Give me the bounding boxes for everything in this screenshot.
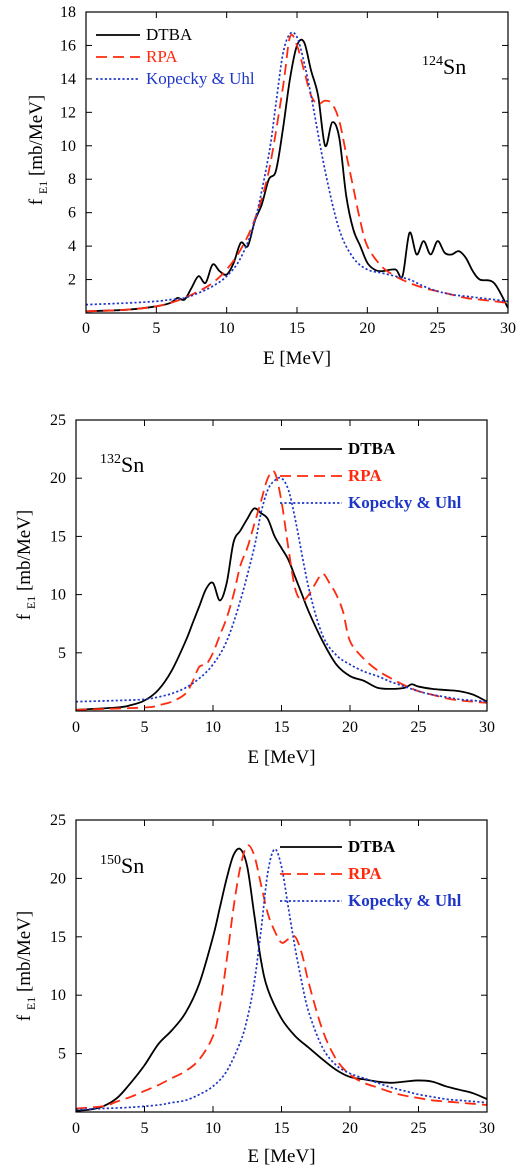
y-tick-label: 14	[60, 71, 76, 88]
series-group	[76, 844, 487, 1112]
x-tick-label: 5	[141, 719, 149, 736]
nucleus-mass-number: 124	[422, 54, 443, 69]
x-tick-label: 30	[500, 320, 516, 337]
nucleus-label: 150Sn	[100, 853, 144, 878]
legend: DTBA RPA Kopecky & Uhl	[280, 837, 462, 910]
y-axis-label-subscript: E1	[24, 596, 38, 609]
y-axis-ticks: 2 4 6 8 10 12 14 16 18	[60, 4, 508, 289]
x-axis-ticks: 0 5 10 15 20 25 30	[82, 12, 516, 337]
series-line-kopecky-uhl	[86, 31, 508, 306]
x-axis-label: E [MeV]	[263, 348, 331, 369]
series-line-kopecky-uhl	[76, 848, 487, 1111]
y-tick-label: 8	[68, 171, 76, 188]
series-line-dtba	[76, 507, 487, 711]
x-tick-label: 15	[274, 1120, 290, 1137]
y-tick-label: 15	[50, 528, 66, 545]
y-tick-label: 4	[68, 238, 76, 255]
y-tick-label: 25	[50, 812, 66, 829]
nucleus-symbol: Sn	[121, 853, 144, 878]
y-axis-label-main: f	[14, 1010, 35, 1021]
x-tick-label: 30	[479, 719, 495, 736]
legend: DTBA RPA Kopecky & Uhl	[96, 25, 255, 88]
nucleus-label: 124Sn	[422, 54, 466, 79]
series-group	[76, 470, 487, 711]
y-tick-label: 6	[68, 205, 76, 222]
y-tick-label: 20	[50, 870, 66, 887]
y-tick-label: 16	[60, 37, 76, 54]
x-tick-label: 25	[430, 320, 446, 337]
y-tick-label: 5	[58, 1046, 66, 1063]
nucleus-label: 132Sn	[100, 452, 144, 477]
y-tick-label: 15	[50, 929, 66, 946]
legend-entry-label: DTBA	[146, 25, 193, 44]
nucleus-symbol: Sn	[443, 54, 466, 79]
legend-entry-label: Kopecky & Uhl	[348, 891, 462, 910]
y-axis-label-subscript: E1	[36, 181, 50, 194]
x-tick-label: 15	[289, 320, 305, 337]
x-axis-label: E [MeV]	[247, 1146, 315, 1167]
legend-entry-label: DTBA	[348, 439, 396, 458]
x-axis-label: E [MeV]	[247, 747, 315, 768]
y-tick-label: 10	[50, 587, 66, 604]
nucleus-mass-number: 150	[100, 853, 121, 868]
y-tick-label: 2	[68, 272, 76, 289]
y-axis-label-unit: [mb/MeV]	[26, 95, 47, 181]
nucleus-symbol: Sn	[121, 452, 144, 477]
series-line-rpa	[76, 470, 487, 711]
legend-entry-label: RPA	[146, 47, 178, 66]
y-axis-label-unit: [mb/MeV]	[14, 911, 35, 997]
x-tick-label: 5	[152, 320, 160, 337]
x-axis-ticks: 0 5 10 15 20 25 30	[72, 420, 495, 736]
chart-panel-132-sn: 0 5 10 15 20 25 30 5 10 15 20 25 E [MeV] f E1 [mb/MeV…	[14, 412, 495, 768]
x-tick-label: 25	[411, 719, 427, 736]
chart-panel-150-sn: 0 5 10 15 20 25 30 5 10 15 20 25 E [MeV] f E1 [mb/MeV…	[14, 812, 495, 1167]
series-group	[86, 31, 508, 313]
chart-panel-124-sn: 0 5 10 15 20 25 30 2 4 6 8 10 12 14 16 18 E [MeV] f E1 [m…	[26, 4, 516, 369]
y-tick-label: 20	[50, 470, 66, 487]
x-tick-label: 5	[141, 1120, 149, 1137]
x-axis-ticks: 0 5 10 15 20 25 30	[72, 820, 495, 1137]
series-line-rpa	[76, 844, 487, 1110]
legend-entry-label: DTBA	[348, 837, 396, 856]
legend-entry-label: Kopecky & Uhl	[348, 493, 462, 512]
legend-entry-label: RPA	[348, 466, 382, 485]
series-line-kopecky-uhl	[76, 476, 487, 703]
y-axis-label: f E1 [mb/MeV]	[14, 911, 38, 1021]
series-line-dtba	[86, 38, 508, 313]
y-tick-label: 5	[58, 645, 66, 662]
y-tick-label: 10	[60, 138, 76, 155]
y-axis-label-unit: [mb/MeV]	[14, 510, 35, 596]
y-tick-label: 10	[50, 987, 66, 1004]
x-tick-label: 0	[72, 1120, 80, 1137]
y-axis-ticks: 5 10 15 20 25	[50, 812, 487, 1063]
x-tick-label: 0	[82, 320, 90, 337]
y-axis-label: f E1 [mb/MeV]	[26, 95, 50, 205]
x-tick-label: 0	[72, 719, 80, 736]
y-tick-label: 18	[60, 4, 76, 21]
nucleus-mass-number: 132	[100, 452, 121, 467]
x-tick-label: 10	[219, 320, 235, 337]
x-tick-label: 10	[205, 719, 221, 736]
y-axis-ticks: 5 10 15 20 25	[50, 412, 487, 662]
x-tick-label: 15	[274, 719, 290, 736]
y-axis-label-main: f	[26, 194, 47, 205]
y-axis-label: f E1 [mb/MeV]	[14, 510, 38, 620]
x-tick-label: 20	[359, 320, 375, 337]
legend-entry-label: RPA	[348, 864, 382, 883]
y-tick-label: 25	[50, 412, 66, 429]
legend-entry-label: Kopecky & Uhl	[146, 69, 255, 88]
x-tick-label: 20	[342, 719, 358, 736]
x-tick-label: 20	[342, 1120, 358, 1137]
y-tick-label: 12	[60, 104, 76, 121]
x-tick-label: 30	[479, 1120, 495, 1137]
x-tick-label: 25	[411, 1120, 427, 1137]
x-tick-label: 10	[205, 1120, 221, 1137]
legend: DTBA RPA Kopecky & Uhl	[280, 439, 462, 512]
series-line-dtba	[76, 847, 487, 1112]
y-axis-label-main: f	[14, 609, 35, 620]
y-axis-label-subscript: E1	[24, 997, 38, 1010]
